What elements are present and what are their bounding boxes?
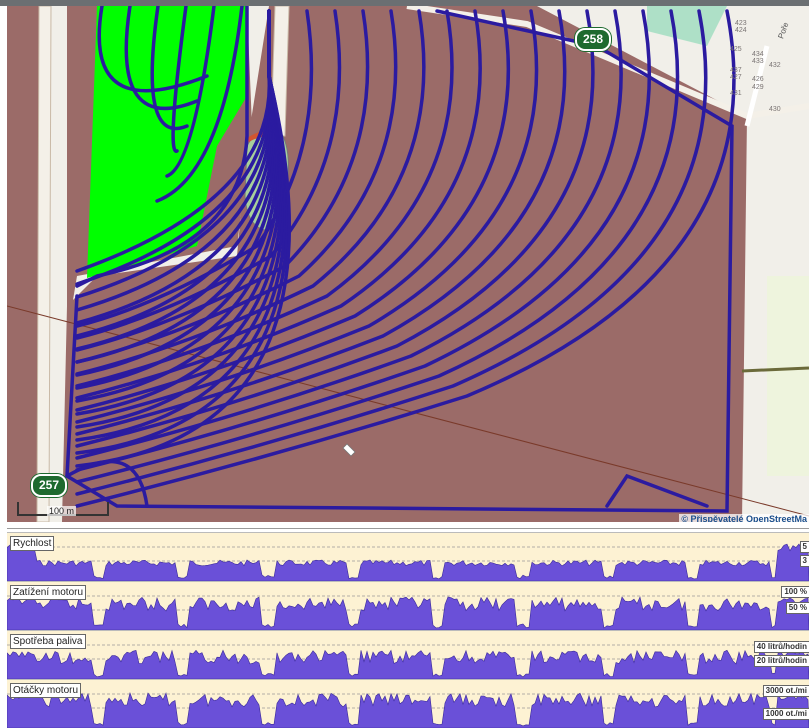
- map-attribution[interactable]: © Přispěvatelé OpenStreetMa: [679, 514, 809, 522]
- chart-engine-load[interactable]: Zatížení motoru 100 % 50 %: [7, 581, 809, 630]
- chart-engine-load-tick-low: 50 %: [785, 602, 809, 614]
- window-top-bar: [0, 0, 809, 6]
- road-west: [36, 6, 52, 522]
- chart-fuel-tick-high: 40 litrů/hodin: [753, 641, 809, 653]
- map-canvas[interactable]: [7, 6, 809, 522]
- address-number: 434: [752, 51, 764, 58]
- address-number: 424: [735, 27, 747, 34]
- chart-engine-rpm-area: [7, 692, 809, 728]
- chart-fuel-consumption-label: Spotřeba paliva: [10, 634, 86, 649]
- map-view[interactable]: 258 257 423 424 425 434 433 437 427 426 …: [7, 6, 809, 522]
- address-number: 437: [730, 67, 742, 74]
- address-number: 423: [735, 20, 747, 27]
- chart-engine-load-tick-high: 100 %: [781, 586, 809, 598]
- address-number: 426: [752, 76, 764, 83]
- address-number: 429: [752, 84, 764, 91]
- chart-fuel-consumption[interactable]: Spotřeba paliva 40 litrů/hodin 20 litrů/…: [7, 630, 809, 679]
- chart-speed-tick-high: 5: [799, 541, 809, 553]
- address-number: 433: [752, 58, 764, 65]
- address-number: 431: [730, 90, 742, 97]
- attribution-link[interactable]: © Přispěvatelé OpenStreetMa: [681, 514, 807, 522]
- address-number: 430: [769, 106, 781, 113]
- chart-fuel-consumption-area: [7, 644, 809, 679]
- route-shield-258: 258: [575, 28, 612, 51]
- chart-engine-load-area: [7, 595, 809, 630]
- chart-engine-load-label: Zatížení motoru: [10, 585, 87, 600]
- route-shield-257: 257: [31, 474, 68, 497]
- chart-engine-rpm-label: Otáčky motoru: [10, 683, 82, 698]
- gps-tracks: [65, 6, 736, 513]
- chart-speed-tick-low: 3: [799, 555, 809, 567]
- chart-rpm-tick-high: 3000 ot./mi: [762, 685, 809, 697]
- telemetry-charts: Rychlost 5 3 Zatížení motoru 100 % 50 % …: [7, 528, 809, 728]
- chart-speed[interactable]: Rychlost 5 3: [7, 532, 809, 581]
- chart-engine-rpm[interactable]: Otáčky motoru 3000 ot./mi 1000 ot./mi: [7, 679, 809, 728]
- chart-rpm-tick-low: 1000 ot./mi: [762, 708, 809, 720]
- address-number: 425: [730, 46, 742, 53]
- field-main: [62, 6, 747, 522]
- address-number: 432: [769, 62, 781, 69]
- scale-label: 100 m: [47, 506, 77, 516]
- chart-fuel-tick-low: 20 litrů/hodin: [753, 655, 809, 667]
- chart-speed-area: [7, 543, 809, 581]
- chart-speed-label: Rychlost: [10, 536, 55, 551]
- address-number: 427: [730, 74, 742, 81]
